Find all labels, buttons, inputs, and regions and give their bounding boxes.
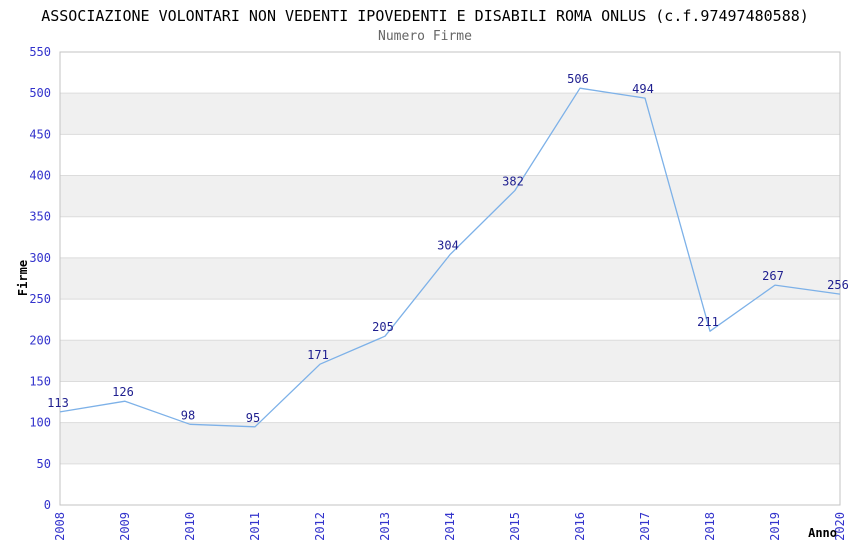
- chart-title: ASSOCIAZIONE VOLONTARI NON VEDENTI IPOVE…: [41, 7, 809, 25]
- chart-subtitle: Numero Firme: [378, 29, 472, 44]
- x-tick-label: 2008: [53, 512, 67, 541]
- data-point-label: 304: [437, 239, 459, 253]
- x-tick-label: 2019: [768, 512, 782, 541]
- y-axis-title: Firme: [16, 260, 30, 296]
- y-tick-label: 250: [29, 292, 51, 306]
- y-tick-label: 0: [44, 498, 51, 512]
- x-tick-label: 2016: [573, 512, 587, 541]
- grid-band: [60, 422, 840, 464]
- x-tick-label: 2009: [118, 512, 132, 541]
- data-point-label: 98: [181, 408, 195, 422]
- data-point-label: 494: [632, 82, 654, 96]
- data-point-label: 95: [246, 411, 260, 425]
- y-tick-label: 350: [29, 210, 51, 224]
- y-tick-label: 100: [29, 416, 51, 430]
- y-tick-label: 500: [29, 86, 51, 100]
- x-tick-label: 2015: [508, 512, 522, 541]
- data-point-label: 506: [567, 72, 589, 86]
- x-tick-label: 2010: [183, 512, 197, 541]
- x-tick-label: 2018: [703, 512, 717, 541]
- y-tick-label: 200: [29, 333, 51, 347]
- x-tick-label: 2013: [378, 512, 392, 541]
- data-point-label: 113: [47, 396, 69, 410]
- x-axis-title: Anno: [808, 526, 837, 540]
- x-tick-label: 2020: [833, 512, 847, 541]
- grid-band: [60, 257, 840, 300]
- y-tick-label: 150: [29, 374, 51, 388]
- data-point-label: 211: [697, 315, 719, 329]
- y-tick-label: 550: [29, 45, 51, 59]
- grid-band: [60, 340, 840, 382]
- data-point-label: 171: [307, 348, 329, 362]
- grid-band: [60, 93, 840, 135]
- y-tick-label: 400: [29, 169, 51, 183]
- x-tick-label: 2011: [248, 512, 262, 541]
- plot-border: [59, 51, 841, 506]
- data-point-label: 126: [112, 385, 134, 399]
- chart-plot-area: 0 50 100 150 200 250 300 350 400 450 500 550 2008 200…: [29, 45, 849, 541]
- data-point-label: 256: [827, 278, 849, 292]
- y-tick-label: 50: [37, 457, 51, 471]
- data-point-label: 205: [372, 320, 394, 334]
- data-point-label: 267: [762, 269, 784, 283]
- y-tick-label: 450: [29, 127, 51, 141]
- y-tick-label: 300: [29, 251, 51, 265]
- x-tick-label: 2014: [443, 512, 457, 541]
- grid-band: [60, 175, 840, 217]
- x-tick-label: 2012: [313, 512, 327, 541]
- x-tick-label: 2017: [638, 512, 652, 541]
- data-line: [59, 87, 841, 428]
- data-point-label: 382: [502, 174, 524, 188]
